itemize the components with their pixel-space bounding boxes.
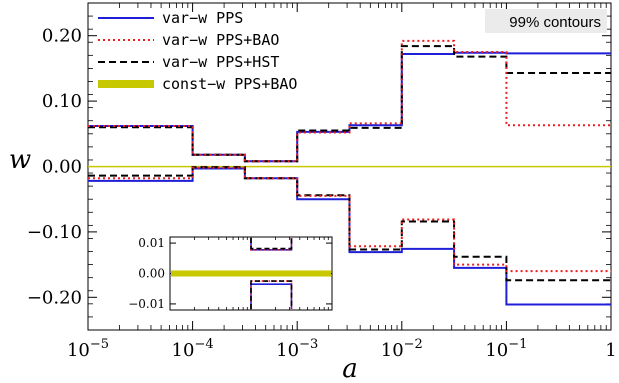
x-tick-label: 10−5 bbox=[67, 337, 109, 361]
y-tick-label: −0.20 bbox=[27, 287, 82, 308]
x-tick-label: 10−2 bbox=[381, 337, 423, 361]
annotation-box: 99% contours bbox=[485, 9, 607, 33]
y-axis-label: w bbox=[9, 145, 31, 175]
inset-series-line bbox=[250, 238, 293, 309]
legend: var−w PPS var−w PPS+BAO var−w PPS+HST const… bbox=[98, 9, 297, 93]
main-ticks: 10−5 10−4 10−3 10−2 10−1 1 0.20 0.10 0.00 −0.10 −0… bbox=[27, 2, 617, 361]
x-tick-exponent: −3 bbox=[299, 337, 318, 352]
main-data bbox=[88, 39, 611, 306]
x-tick-label: 10−1 bbox=[485, 337, 527, 361]
x-axis-label: a bbox=[342, 354, 358, 383]
annotation-text: 99% contours bbox=[509, 14, 601, 31]
legend-swatch bbox=[98, 80, 154, 88]
y-tick-label: −0.10 bbox=[27, 222, 82, 243]
legend-label: var−w PPS bbox=[162, 9, 243, 27]
inset-series-line bbox=[250, 238, 293, 309]
x-tick-label: 1 bbox=[605, 340, 616, 361]
inset-y-tick-label: −0.01 bbox=[128, 297, 165, 311]
series-line-lower bbox=[88, 166, 611, 273]
series-line-upper bbox=[88, 45, 611, 163]
series-band-const-w bbox=[88, 165, 611, 168]
x-tick-label: 10−4 bbox=[172, 337, 214, 361]
x-tick-exponent: −1 bbox=[508, 337, 527, 352]
legend-label: var−w PPS+BAO bbox=[162, 31, 279, 49]
x-tick-label: 10−3 bbox=[276, 337, 318, 361]
annotation-background bbox=[485, 9, 607, 33]
y-tick-label: 0.10 bbox=[42, 91, 82, 112]
x-tick-exponent: −5 bbox=[90, 337, 109, 352]
x-tick-exponent: −4 bbox=[194, 337, 213, 352]
legend-label: const−w PPS+BAO bbox=[162, 75, 297, 93]
inset-y-tick-label: 0.01 bbox=[138, 236, 165, 250]
series-line-upper bbox=[88, 39, 611, 163]
y-tick-label: 0.00 bbox=[42, 157, 82, 178]
y-tick-label: 0.20 bbox=[42, 26, 82, 47]
inset: 0.01 0.00 −0.01 bbox=[128, 236, 333, 311]
inset-y-tick-label: 0.00 bbox=[138, 267, 165, 281]
legend-label: var−w PPS+HST bbox=[162, 53, 279, 71]
inset-band bbox=[171, 270, 331, 277]
x-tick-exponent: −2 bbox=[404, 337, 423, 352]
